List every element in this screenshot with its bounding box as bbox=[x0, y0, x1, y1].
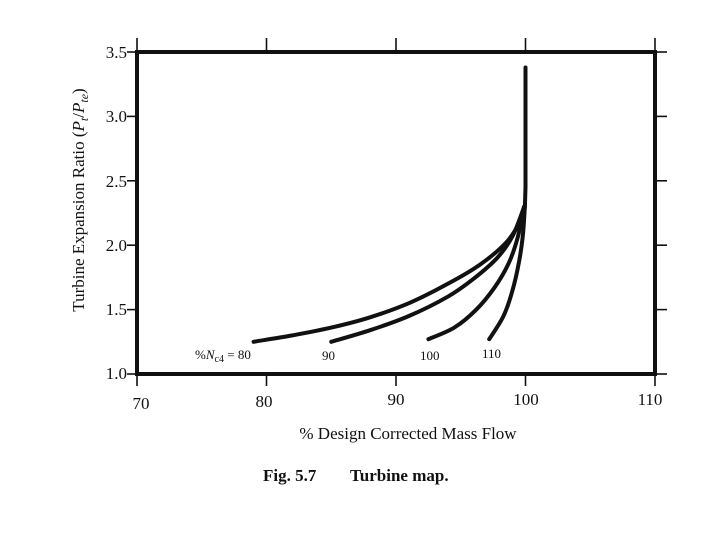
x-tick-label: 80 bbox=[256, 392, 273, 411]
y-tick-label: 2.5 bbox=[106, 172, 127, 191]
figure-label: Fig. 5.7 bbox=[263, 466, 317, 485]
y-tick-label: 1.0 bbox=[106, 364, 127, 383]
y-tick-label: 2.0 bbox=[106, 236, 127, 255]
y-tick-label: 1.5 bbox=[106, 300, 127, 319]
y-tick-labels: 1.0 1.5 2.0 2.5 3.0 3.5 bbox=[106, 43, 127, 383]
y-tick-label: 3.0 bbox=[106, 107, 127, 126]
x-tick-label: 90 bbox=[388, 390, 405, 409]
x-tick-labels: 70 80 90 100 110 bbox=[133, 390, 663, 413]
y-tick-label: 3.5 bbox=[106, 43, 127, 62]
chart-title: Turbine map. bbox=[350, 466, 449, 485]
series-line-90 bbox=[329, 204, 527, 344]
plot-frame bbox=[135, 50, 657, 376]
x-tick-label: 70 bbox=[133, 394, 150, 413]
x-axis-title: % Design Corrected Mass Flow bbox=[299, 424, 517, 443]
series-line-choke bbox=[522, 65, 528, 209]
x-tick-label: 110 bbox=[638, 390, 663, 409]
curve-label-100: 100 bbox=[420, 348, 440, 363]
series-line-110 bbox=[487, 204, 527, 342]
x-tick-label: 100 bbox=[513, 390, 539, 409]
series-line-80 bbox=[251, 204, 527, 344]
tick-marks bbox=[127, 38, 667, 386]
series-line-100 bbox=[426, 204, 527, 342]
legend-prefix: %Nc4 = 80 bbox=[195, 347, 251, 365]
curve-label-90: 90 bbox=[322, 348, 335, 363]
curves bbox=[251, 65, 528, 344]
y-axis-title: Turbine Expansion Ratio (Pt/Pte) bbox=[69, 88, 91, 311]
curve-label-110: 110 bbox=[482, 346, 501, 361]
